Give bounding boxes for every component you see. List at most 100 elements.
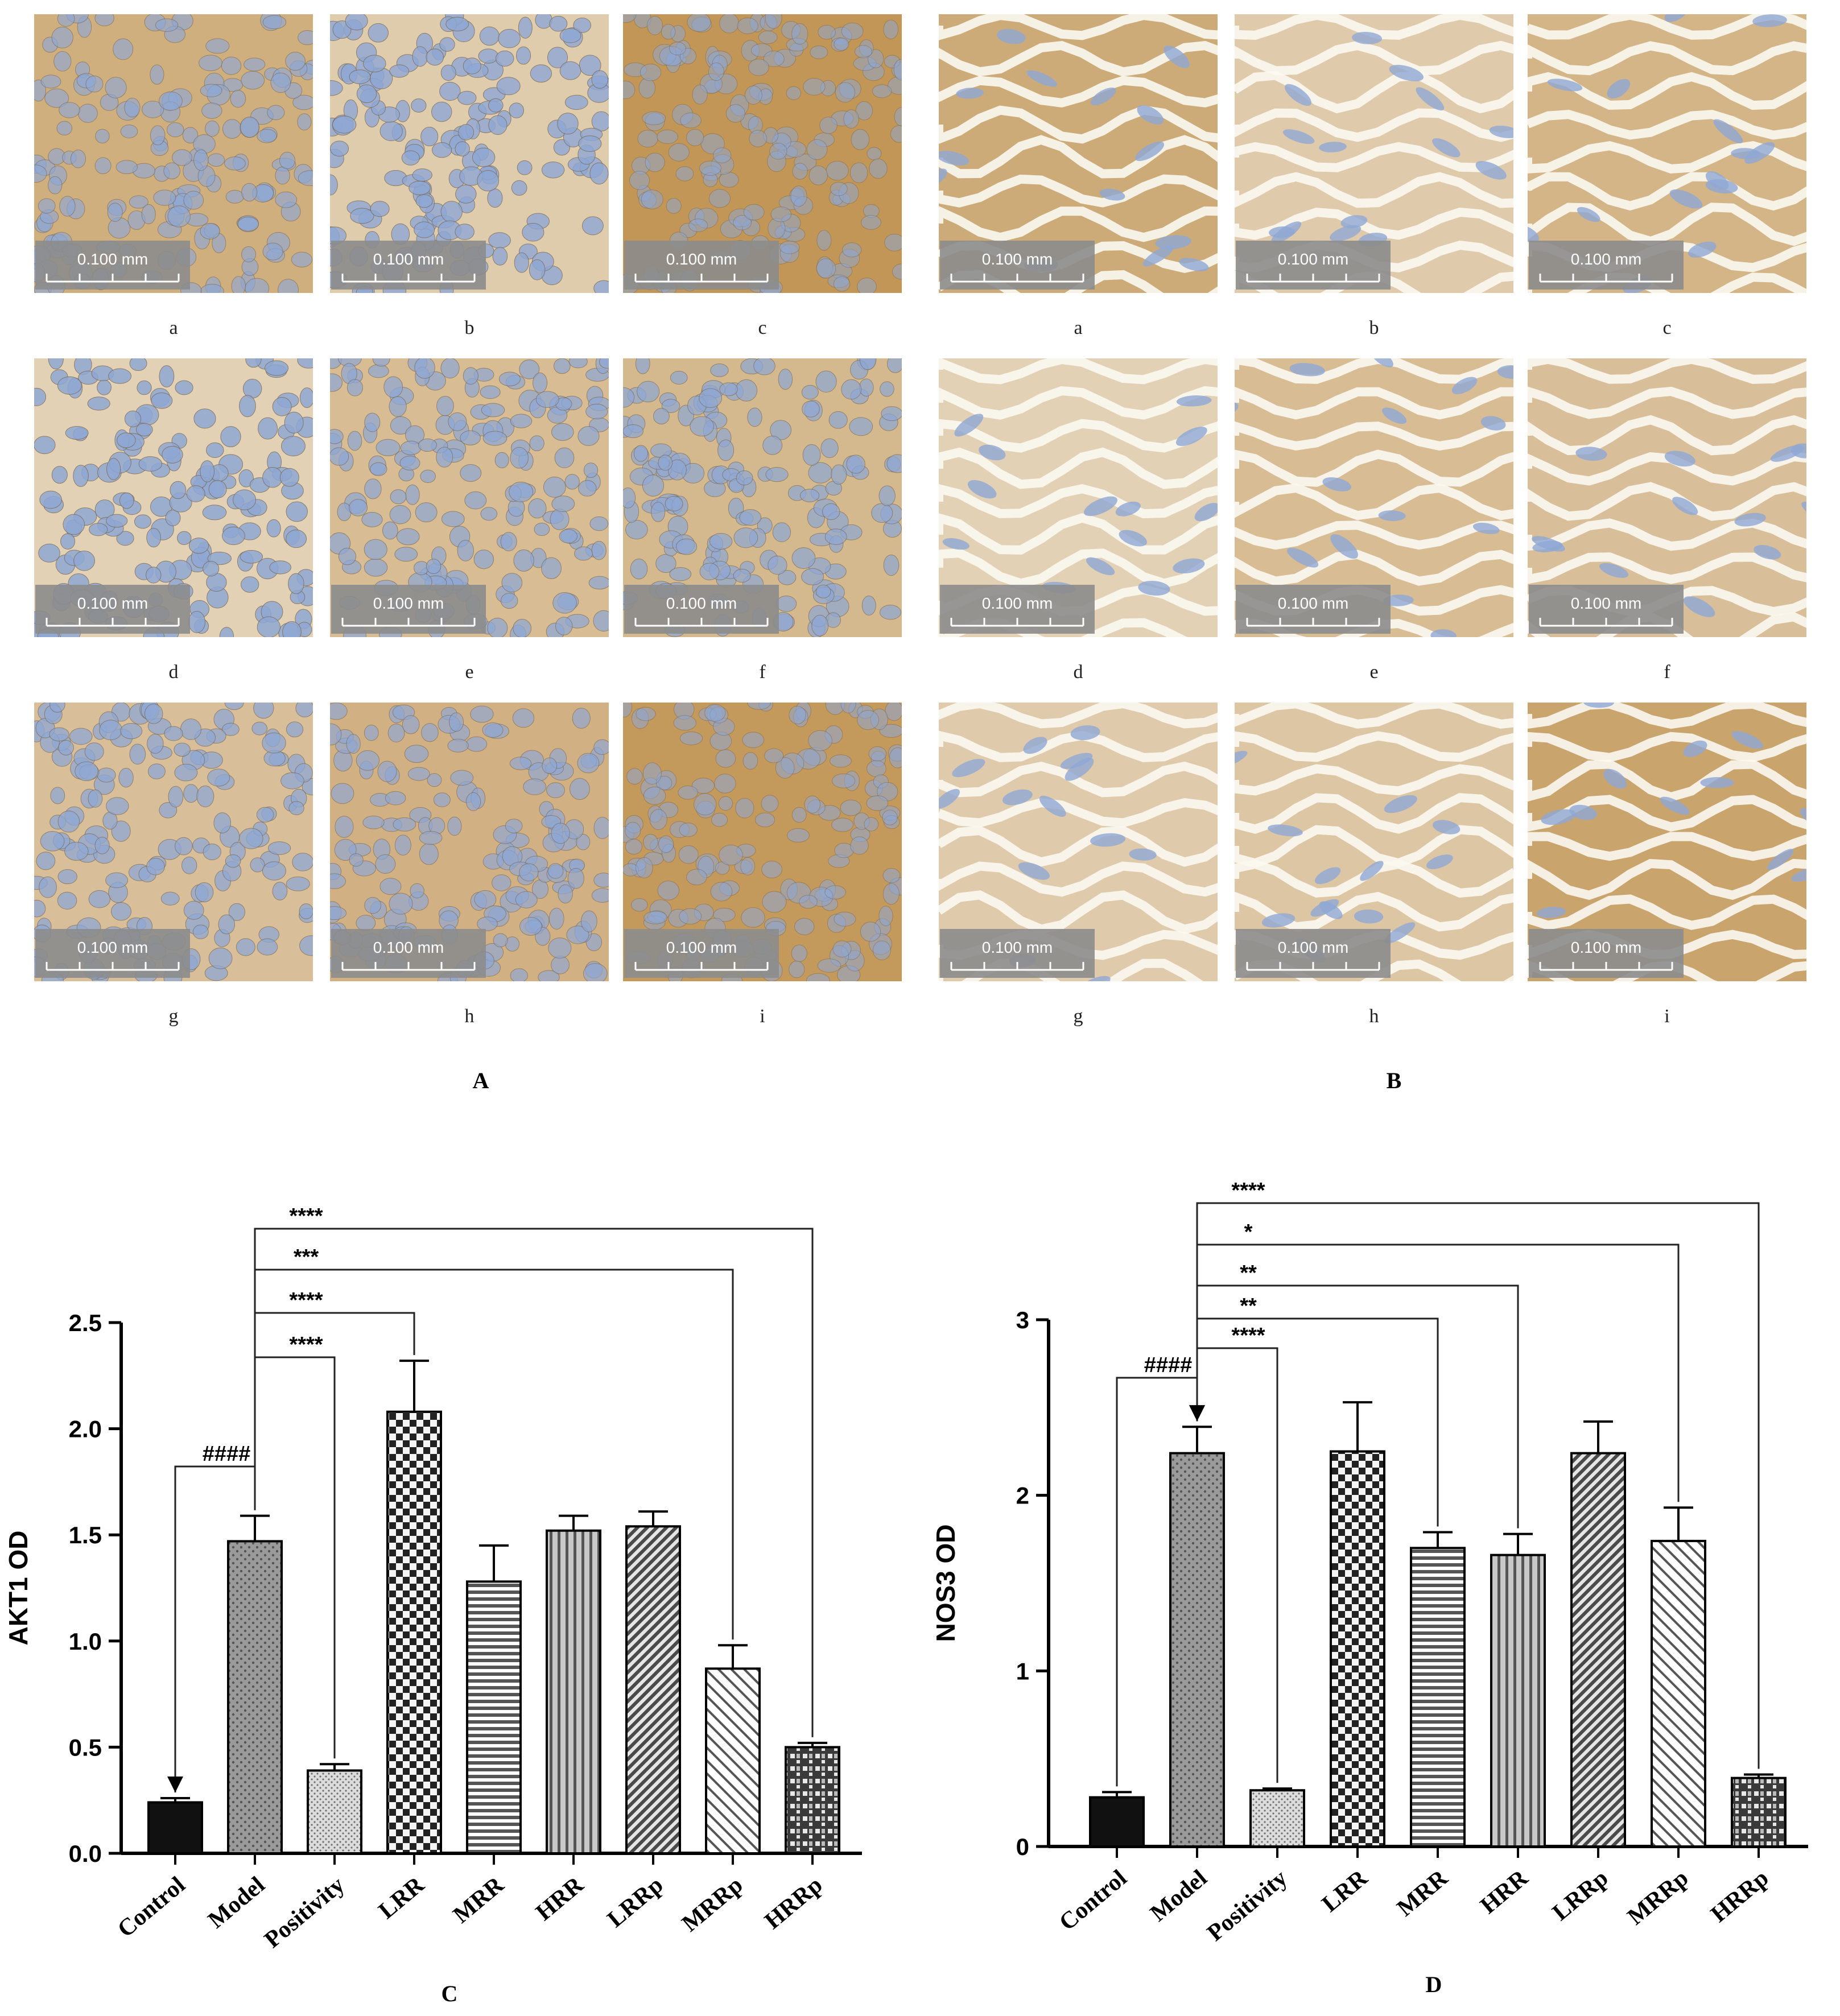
cell-nucleus bbox=[477, 170, 500, 192]
cell-nucleus bbox=[208, 947, 233, 969]
cell-nucleus bbox=[761, 861, 782, 879]
arrow-head bbox=[167, 1776, 183, 1792]
cell-nucleus bbox=[299, 935, 313, 956]
cell-nucleus bbox=[519, 359, 540, 379]
cell-nucleus bbox=[298, 170, 313, 187]
cell-nucleus bbox=[786, 828, 810, 843]
cell-nucleus bbox=[818, 24, 836, 40]
cell-nucleus bbox=[580, 910, 597, 932]
cell-nucleus bbox=[282, 621, 302, 637]
cell-nucleus bbox=[640, 64, 662, 81]
cell-nucleus bbox=[548, 907, 564, 930]
cell-nucleus bbox=[642, 762, 662, 785]
cell-nucleus bbox=[160, 891, 180, 906]
cell-nucleus bbox=[1451, 377, 1478, 395]
cell-nucleus bbox=[1261, 913, 1296, 928]
cell-nucleus bbox=[625, 821, 641, 840]
cell-nucleus bbox=[414, 358, 435, 379]
cell-nucleus bbox=[956, 88, 984, 99]
cell-nucleus bbox=[645, 152, 665, 172]
cell-nucleus bbox=[889, 747, 902, 769]
cell-nucleus bbox=[665, 495, 683, 511]
cell-nucleus bbox=[262, 732, 286, 754]
scale-bar: 0.100 mm bbox=[624, 241, 779, 290]
cell-nucleus bbox=[356, 84, 377, 104]
cell-nucleus bbox=[996, 28, 1026, 44]
cell-nucleus bbox=[135, 423, 153, 436]
cell-nucleus bbox=[623, 80, 636, 100]
cell-nucleus bbox=[826, 160, 849, 181]
cell-nucleus bbox=[647, 16, 663, 35]
scale-bar-text: 0.100 mm bbox=[373, 250, 444, 268]
cell-nucleus bbox=[867, 147, 882, 160]
cell-nucleus bbox=[335, 816, 354, 838]
cell-nucleus bbox=[168, 786, 184, 808]
cell-nucleus bbox=[1282, 129, 1315, 144]
elastic-fiber bbox=[1235, 108, 1513, 142]
cell-nucleus bbox=[399, 456, 420, 470]
cell-nucleus bbox=[1480, 416, 1506, 431]
cell-nucleus bbox=[559, 528, 578, 544]
cell-nucleus bbox=[162, 445, 183, 464]
micrograph-label: f bbox=[759, 662, 766, 683]
significance-label: **** bbox=[1231, 1324, 1265, 1348]
cell-nucleus bbox=[415, 502, 438, 523]
cell-nucleus bbox=[463, 367, 478, 385]
cell-nucleus bbox=[364, 558, 388, 577]
cell-nucleus bbox=[34, 387, 47, 406]
cell-nucleus bbox=[815, 370, 837, 393]
cell-nucleus bbox=[1602, 667, 1635, 695]
cell-nucleus bbox=[1173, 558, 1205, 574]
cell-nucleus bbox=[493, 933, 508, 948]
cell-nucleus bbox=[110, 902, 131, 921]
cell-nucleus bbox=[447, 816, 462, 836]
elastic-fiber bbox=[1528, 894, 1806, 930]
cell-nucleus bbox=[887, 358, 902, 373]
cell-nucleus bbox=[492, 247, 508, 266]
cell-nucleus bbox=[299, 387, 313, 408]
cell-nucleus bbox=[183, 784, 199, 803]
cell-nucleus bbox=[262, 242, 283, 261]
cell-nucleus bbox=[284, 411, 304, 433]
scale-bar-text: 0.100 mm bbox=[666, 939, 737, 956]
elastic-fiber bbox=[1235, 891, 1513, 932]
cell-nucleus bbox=[786, 86, 802, 100]
cell-nucleus bbox=[555, 617, 573, 635]
cell-nucleus bbox=[591, 70, 609, 89]
cell-nucleus bbox=[56, 121, 73, 136]
cell-nucleus bbox=[867, 760, 886, 777]
cell-nucleus bbox=[482, 431, 508, 446]
cell-nucleus bbox=[88, 789, 103, 808]
cell-nucleus bbox=[733, 568, 751, 583]
cell-nucleus bbox=[1752, 14, 1787, 27]
cell-nucleus bbox=[494, 452, 509, 469]
cell-nucleus bbox=[158, 91, 183, 111]
cell-nucleus bbox=[834, 38, 849, 51]
cell-nucleus bbox=[778, 369, 793, 390]
cell-nucleus bbox=[741, 907, 765, 928]
cell-nucleus bbox=[241, 71, 265, 90]
cell-nucleus bbox=[851, 129, 870, 150]
cell-nucleus bbox=[478, 48, 499, 64]
cell-nucleus bbox=[704, 704, 726, 722]
cell-nucleus bbox=[554, 447, 575, 468]
cell-nucleus bbox=[368, 364, 389, 378]
significance-label: ** bbox=[1240, 1261, 1257, 1285]
cell-nucleus bbox=[967, 480, 997, 499]
cell-nucleus bbox=[518, 16, 533, 39]
cell-nucleus bbox=[559, 28, 581, 43]
cell-nucleus bbox=[345, 14, 368, 31]
cell-nucleus bbox=[822, 503, 840, 520]
y-tick-label: 0.0 bbox=[69, 1840, 102, 1867]
scale-bar: 0.100 mm bbox=[940, 929, 1095, 978]
cell-nucleus bbox=[954, 414, 984, 437]
x-tick-label: Positivity bbox=[259, 1872, 349, 1953]
cell-nucleus bbox=[57, 869, 77, 885]
cell-nucleus bbox=[744, 85, 762, 105]
cell-nucleus bbox=[802, 444, 821, 466]
cell-nucleus bbox=[64, 841, 89, 861]
cell-nucleus bbox=[553, 358, 571, 374]
cell-nucleus bbox=[431, 142, 452, 158]
cell-nucleus bbox=[49, 727, 69, 742]
cell-nucleus bbox=[73, 550, 96, 571]
